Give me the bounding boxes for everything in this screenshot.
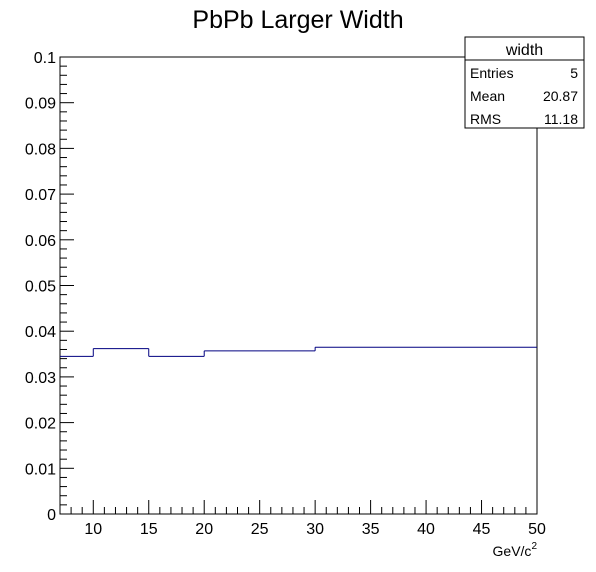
stat-label: Mean (470, 88, 505, 104)
histogram-series (60, 346, 537, 357)
stat-value: 5 (570, 65, 578, 81)
stats-box-rows: Entries 5 Mean 20.87 RMS 11.18 (470, 65, 578, 127)
x-tick-label: 35 (362, 521, 380, 538)
stat-value: 11.18 (544, 111, 578, 127)
x-tick-label: 45 (473, 521, 491, 538)
stat-label: RMS (470, 111, 501, 127)
y-tick-label: 0.1 (34, 50, 56, 67)
x-axis-unit: GeV/c (493, 543, 532, 559)
x-tick-label: 20 (195, 521, 213, 538)
x-tick-label: 15 (140, 521, 158, 538)
y-tick-label: 0.02 (25, 416, 56, 433)
y-axis: 0 0.01 0.02 0.03 0.04 0.05 0.06 0.07 0.08 0.09 0.1 (25, 50, 74, 524)
x-tick-label: 30 (306, 521, 324, 538)
x-axis-unit-exponent: 2 (531, 541, 537, 552)
y-tick-label: 0.05 (25, 279, 56, 296)
y-tick-label: 0.06 (25, 233, 56, 250)
y-tick-label: 0.03 (25, 370, 56, 387)
y-tick-label: 0.08 (25, 141, 56, 158)
y-tick-label: 0.01 (25, 461, 56, 478)
x-tick-label: 10 (84, 521, 102, 538)
x-tick-label: 25 (251, 521, 269, 538)
y-tick-label: 0.09 (25, 96, 56, 113)
y-tick-label: 0.07 (25, 187, 56, 204)
x-axis-label: GeV/c2 (493, 541, 538, 559)
y-tick-label: 0 (47, 507, 56, 524)
stats-box: width Entries 5 Mean 20.87 RMS 11.18 (464, 36, 585, 129)
x-axis: 10 15 20 25 30 35 40 45 50 (59, 500, 546, 538)
stat-value: 20.87 (543, 88, 578, 104)
stats-box-title: width (505, 42, 543, 59)
x-tick-label: 40 (417, 521, 435, 538)
y-tick-label: 0.04 (25, 324, 56, 341)
stat-label: Entries (470, 65, 514, 81)
chart-title: PbPb Larger Width (192, 6, 403, 34)
stats-box-frame (464, 36, 585, 129)
x-tick-label: 50 (528, 521, 546, 538)
